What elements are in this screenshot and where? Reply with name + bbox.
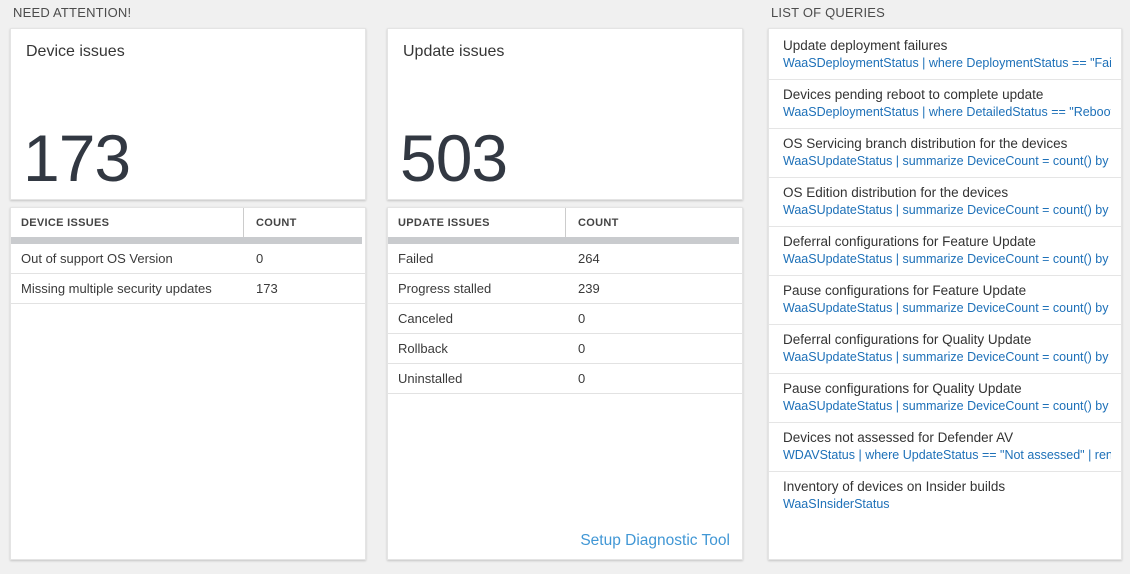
update-table-body: Failed 264 Progress stalled 239 Canceled… — [388, 244, 742, 394]
update-issues-title: Update issues — [403, 43, 505, 60]
query-item[interactable]: Deferral configurations for Quality Upda… — [769, 325, 1121, 374]
query-item[interactable]: Pause configurations for Quality Update … — [769, 374, 1121, 423]
device-issues-title: Device issues — [26, 43, 125, 60]
row-count: 173 — [256, 281, 278, 296]
setup-diagnostic-tool-link[interactable]: Setup Diagnostic Tool — [580, 532, 730, 549]
row-label: Out of support OS Version — [21, 251, 173, 266]
list-of-queries-header: LIST OF QUERIES — [771, 5, 886, 20]
device-table-body: Out of support OS Version 0 Missing mult… — [11, 244, 365, 304]
row-label: Canceled — [398, 311, 453, 326]
row-count: 264 — [578, 251, 600, 266]
row-label: Progress stalled — [398, 281, 492, 296]
query-text: WaaSDeploymentStatus | where DetailedSta… — [783, 105, 1111, 119]
table-row: Failed 264 — [388, 244, 742, 274]
update-issues-count: 503 — [400, 121, 508, 195]
horizontal-scrollbar[interactable] — [388, 237, 739, 244]
device-table-header-name: DEVICE ISSUES — [11, 208, 244, 237]
query-title: Devices pending reboot to complete updat… — [783, 87, 1044, 102]
device-table-header-count: COUNT — [256, 216, 297, 229]
query-title: Devices not assessed for Defender AV — [783, 430, 1014, 445]
query-title: OS Servicing branch distribution for the… — [783, 136, 1068, 151]
query-text: WaaSInsiderStatus — [783, 497, 890, 511]
table-row: Out of support OS Version 0 — [11, 244, 365, 274]
query-title: Inventory of devices on Insider builds — [783, 479, 1006, 494]
row-count: 239 — [578, 281, 600, 296]
query-text: WaaSUpdateStatus | summarize DeviceCount… — [783, 399, 1111, 413]
row-count: 0 — [578, 311, 586, 326]
query-text: WDAVStatus | where UpdateStatus == "Not … — [783, 448, 1111, 462]
update-issues-tile[interactable]: Update issues 503 — [387, 28, 743, 200]
query-item[interactable]: Update deployment failures WaaSDeploymen… — [769, 31, 1121, 80]
row-label: Missing multiple security updates — [21, 281, 212, 296]
row-count: 0 — [578, 341, 586, 356]
table-row: Rollback 0 — [388, 334, 742, 364]
update-table-header: UPDATE ISSUES COUNT — [388, 208, 742, 237]
query-item[interactable]: OS Edition distribution for the devices … — [769, 178, 1121, 227]
horizontal-scrollbar[interactable] — [11, 237, 362, 244]
row-label: Failed — [398, 251, 434, 266]
update-table-header-name: UPDATE ISSUES — [388, 208, 566, 237]
table-row: Uninstalled 0 — [388, 364, 742, 394]
query-title: Pause configurations for Feature Update — [783, 283, 1027, 298]
row-label: Rollback — [398, 341, 448, 356]
query-text: WaaSUpdateStatus | summarize DeviceCount… — [783, 203, 1111, 217]
row-label: Uninstalled — [398, 371, 463, 386]
update-table-header-count: COUNT — [578, 216, 619, 229]
update-issues-table: UPDATE ISSUES COUNT Failed 264 Progress … — [387, 207, 743, 560]
device-issues-tile[interactable]: Device issues 173 — [10, 28, 366, 200]
query-item[interactable]: Devices pending reboot to complete updat… — [769, 80, 1121, 129]
queries-list: Update deployment failures WaaSDeploymen… — [769, 31, 1121, 520]
query-title: Deferral configurations for Feature Upda… — [783, 234, 1036, 249]
row-count: 0 — [256, 251, 264, 266]
need-attention-header: NEED ATTENTION! — [13, 5, 132, 20]
query-text: WaaSUpdateStatus | summarize DeviceCount… — [783, 252, 1111, 266]
query-title: OS Edition distribution for the devices — [783, 185, 1009, 200]
table-row: Missing multiple security updates 173 — [11, 274, 365, 304]
queries-panel: Update deployment failures WaaSDeploymen… — [768, 28, 1122, 560]
query-text: WaaSUpdateStatus | summarize DeviceCount… — [783, 154, 1111, 168]
query-text: WaaSUpdateStatus | summarize DeviceCount… — [783, 350, 1111, 364]
query-title: Pause configurations for Quality Update — [783, 381, 1022, 396]
query-item[interactable]: Pause configurations for Feature Update … — [769, 276, 1121, 325]
table-row: Canceled 0 — [388, 304, 742, 334]
device-issues-table: DEVICE ISSUES COUNT Out of support OS Ve… — [10, 207, 366, 560]
query-text: WaaSUpdateStatus | summarize DeviceCount… — [783, 301, 1111, 315]
query-text: WaaSDeploymentStatus | where DeploymentS… — [783, 56, 1111, 70]
query-item[interactable]: Inventory of devices on Insider builds W… — [769, 472, 1121, 520]
query-item[interactable]: Deferral configurations for Feature Upda… — [769, 227, 1121, 276]
device-table-header: DEVICE ISSUES COUNT — [11, 208, 365, 237]
query-title: Deferral configurations for Quality Upda… — [783, 332, 1032, 347]
device-issues-count: 173 — [23, 121, 131, 195]
query-item[interactable]: Devices not assessed for Defender AV WDA… — [769, 423, 1121, 472]
row-count: 0 — [578, 371, 586, 386]
query-item[interactable]: OS Servicing branch distribution for the… — [769, 129, 1121, 178]
table-row: Progress stalled 239 — [388, 274, 742, 304]
query-title: Update deployment failures — [783, 38, 948, 53]
